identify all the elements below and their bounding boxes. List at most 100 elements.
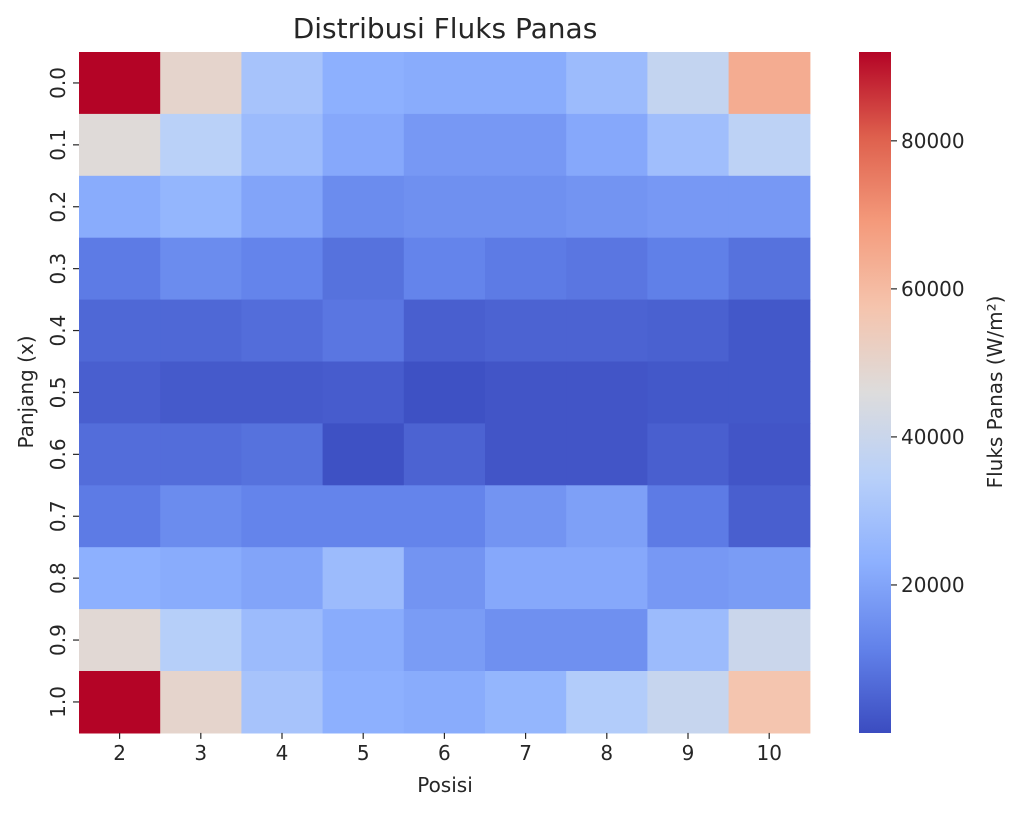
heatmap-cell — [728, 361, 811, 424]
heatmap-cell — [241, 299, 324, 363]
heatmap-cell — [647, 299, 730, 363]
heatmap-cell — [160, 52, 242, 115]
heatmap-cell — [403, 671, 486, 734]
x-tick-label: 10 — [756, 741, 781, 765]
heatmap-cell — [566, 299, 648, 363]
heatmap-cell — [403, 485, 486, 548]
x-axis-ticks: 2 3 4 5 6 7 8 9 10 — [113, 732, 782, 765]
heatmap-cell — [728, 52, 811, 115]
heatmap-cell — [79, 237, 161, 301]
heatmap-cell — [160, 299, 242, 363]
x-tick-label: 5 — [357, 741, 370, 765]
heatmap-cell — [485, 423, 567, 486]
heatmap-cell — [403, 299, 486, 363]
x-tick-label: 7 — [519, 741, 532, 765]
heatmap-cell — [566, 485, 648, 548]
y-tick-label: 0.3 — [46, 253, 70, 285]
heatmap-cell — [485, 671, 567, 734]
x-axis-label: Posisi — [417, 773, 473, 797]
heatmap-cell — [160, 671, 242, 734]
heatmap-cell — [485, 299, 567, 363]
heatmap-cell — [728, 547, 811, 610]
colorbar-label: Fluks Panas (W/m²) — [983, 296, 1007, 489]
y-axis-ticks: 0.0 0.1 0.2 0.3 0.4 0.5 0.6 0.7 0.8 0.9 1.0 — [46, 67, 79, 718]
heatmap-cell — [728, 237, 811, 301]
heatmap-cell — [485, 609, 567, 672]
heatmap-cell — [79, 423, 161, 486]
heatmap-cell — [241, 423, 324, 486]
heatmap-cell — [160, 547, 242, 610]
heatmap-cell — [485, 547, 567, 610]
heatmap-cell — [160, 175, 242, 239]
y-tick-label: 0.7 — [46, 500, 70, 532]
heatmap-cell — [160, 237, 242, 301]
heatmap-cell — [79, 671, 161, 734]
heatmap-cell — [322, 52, 405, 115]
heatmap-cell — [160, 113, 242, 177]
x-tick-label: 4 — [276, 741, 289, 765]
heatmap-cell — [485, 175, 567, 239]
heatmap-cell — [403, 609, 486, 672]
heatmap-cell — [403, 175, 486, 239]
x-tick-label: 2 — [113, 741, 126, 765]
y-tick-label: 0.4 — [46, 315, 70, 347]
heatmap-cell — [403, 547, 486, 610]
heatmap-cell — [728, 113, 811, 177]
heatmap-cell — [79, 299, 161, 363]
y-tick-label: 0.1 — [46, 129, 70, 161]
heatmap-cell — [566, 609, 648, 672]
heatmap-cell — [241, 547, 324, 610]
heatmap-cell — [647, 52, 730, 115]
heatmap-cell — [566, 175, 648, 239]
chart-title: Distribusi Fluks Panas — [293, 12, 598, 45]
heatmap-cell — [647, 485, 730, 548]
x-tick-label: 8 — [600, 741, 613, 765]
y-tick-label: 0.9 — [46, 624, 70, 656]
heatmap-cell — [79, 113, 161, 177]
heatmap-cell — [160, 423, 242, 486]
heatmap-cell — [728, 485, 811, 548]
heatmap-cell — [647, 237, 730, 301]
heatmap-cell — [728, 609, 811, 672]
heatmap-cell — [79, 175, 161, 239]
heatmap-cell — [647, 113, 730, 177]
y-tick-label: 1.0 — [46, 686, 70, 718]
heatmap-cell — [566, 113, 648, 177]
heatmap-cell — [322, 547, 405, 610]
heatmap-cell — [485, 52, 567, 115]
heatmap-cell — [647, 547, 730, 610]
heatmap-cell — [160, 485, 242, 548]
heatmap-cell — [728, 175, 811, 239]
heatmap-cell — [241, 361, 324, 424]
x-tick-label: 6 — [438, 741, 451, 765]
heatmap-cell — [566, 237, 648, 301]
heatmap-cell — [160, 609, 242, 672]
heatmap-cell — [566, 423, 648, 486]
heatmap-cell — [566, 52, 648, 115]
heatmap-cell — [322, 671, 405, 734]
heatmap-cell — [241, 671, 324, 734]
x-tick-label: 9 — [682, 741, 695, 765]
heatmap-cell — [79, 485, 161, 548]
heatmap-cell — [241, 237, 324, 301]
heatmap-cell — [485, 237, 567, 301]
heatmap-cell — [241, 609, 324, 672]
heatmap-cell — [566, 547, 648, 610]
heatmap-cell — [647, 361, 730, 424]
y-tick-label: 0.6 — [46, 438, 70, 470]
heatmap-cell — [566, 361, 648, 424]
heatmap-cell — [485, 485, 567, 548]
heatmap-cell — [485, 113, 567, 177]
heatmap-cell — [728, 299, 811, 363]
heatmap-cell — [485, 361, 567, 424]
colorbar-tick-label: 20000 — [901, 573, 965, 597]
heatmap-cell — [403, 361, 486, 424]
colorbar-tick-label: 40000 — [901, 425, 965, 449]
x-tick-label: 3 — [194, 741, 207, 765]
heatmap-cell — [160, 361, 242, 424]
heatmap-cell — [403, 237, 486, 301]
heatmap-cell — [728, 423, 811, 486]
heatmap-cell — [322, 485, 405, 548]
heatmap-cell — [403, 423, 486, 486]
